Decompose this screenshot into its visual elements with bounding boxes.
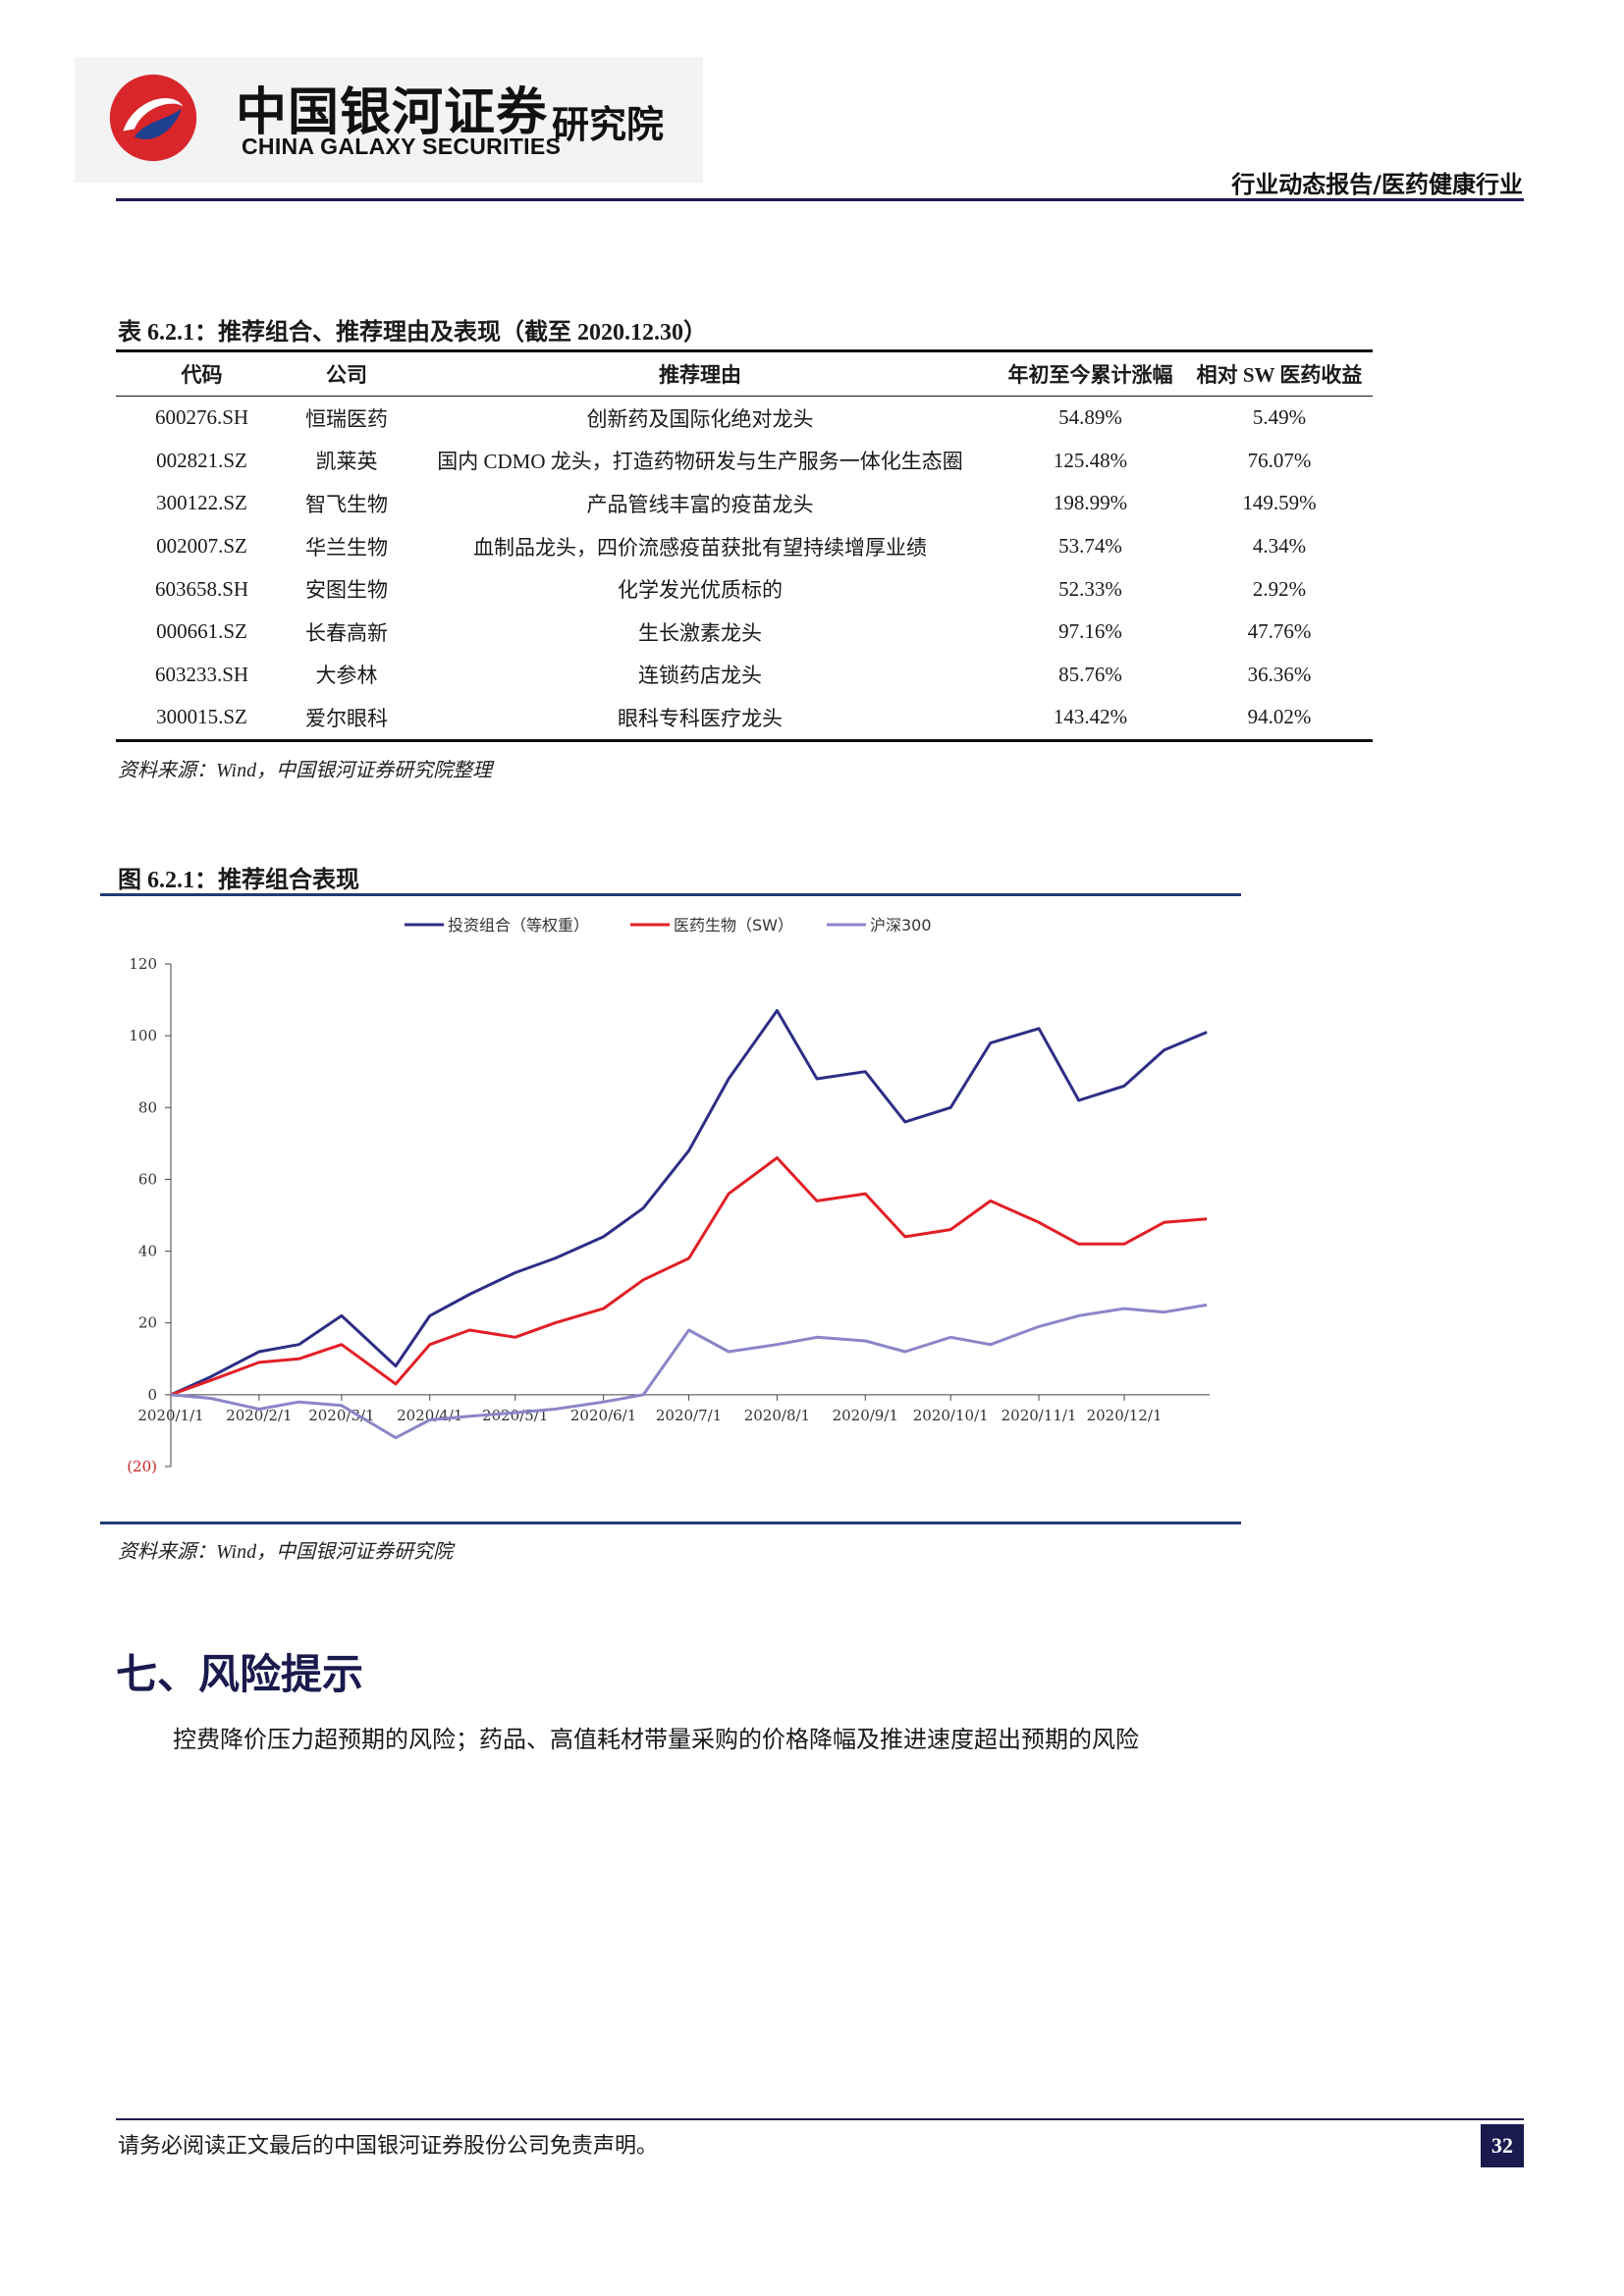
y-tick-label: 120: [129, 955, 157, 973]
cell-company: 华兰生物: [305, 535, 388, 560]
cell-company: 恒瑞医药: [305, 406, 388, 431]
cell-company: 大参林: [315, 664, 378, 688]
legend-label: 投资组合（等权重）: [448, 916, 589, 934]
cell-reason: 生长激素龙头: [638, 620, 762, 645]
y-tick-label: 40: [138, 1243, 157, 1260]
cell-code: 002007.SZ: [156, 534, 247, 559]
series-line-2: [170, 1156, 1208, 1397]
cell-reason: 眼科专科医疗龙头: [406, 696, 995, 742]
column-header: 推荐理由: [406, 349, 995, 397]
column-header: 年初至今累计涨幅: [995, 349, 1186, 397]
cell-reason: 国内 CDMO 龙头，打造药物研发与生产服务一体化生态圈: [437, 450, 963, 474]
cell-code: 002821.SZ: [156, 448, 247, 472]
y-tick-label: 0: [147, 1386, 157, 1404]
cell-code: 300122.SZ: [156, 491, 247, 515]
x-tick-label: 2020/9/1: [833, 1407, 898, 1424]
cell-relative-return: 36.36%: [1247, 662, 1312, 686]
cell-ytd-return: 52.33%: [1058, 576, 1122, 601]
column-header: 公司: [288, 349, 406, 397]
cell-company: 安图生物: [305, 578, 388, 603]
cell-reason: 连锁药店龙头: [638, 664, 762, 688]
cell-code: 603233.SH: [154, 662, 249, 686]
cell-reason: 化学发光优质标的: [618, 578, 783, 603]
y-tick-label: 60: [138, 1170, 157, 1188]
cell-reason: 创新药及国际化绝对龙头: [586, 406, 814, 431]
table-row: 300015.SZ 爱尔眼科 眼科专科医疗龙头 143.42% 94.02%: [116, 696, 1373, 742]
series-line-1: [170, 1009, 1208, 1397]
report-type: 行业动态报告/医药健康行业: [1231, 171, 1523, 198]
table-row: 603233.SH 大参林 连锁药店龙头 85.76% 36.36%: [116, 654, 1373, 697]
header-divider: [116, 198, 1524, 201]
x-tick-label: 2020/3/1: [308, 1407, 374, 1424]
cell-company: 智飞生物: [305, 492, 388, 516]
brand-name-en: CHINA GALAXY SECURITIES: [242, 133, 562, 159]
y-tick-label: 100: [129, 1027, 157, 1044]
table-row: 600276.SH 恒瑞医药 创新药及国际化绝对龙头 54.89% 5.49%: [116, 397, 1373, 440]
table-header-row: 代码 公司 推荐理由 年初至今累计涨幅 相对 SW 医药收益: [116, 349, 1373, 397]
footer-disclaimer: 请务必阅读正文最后的中国银河证券股份公司免责声明。: [118, 2134, 659, 2159]
table-title: 表 6.2.1：推荐组合、推荐理由及表现（截至 2020.12.30）: [118, 320, 707, 346]
y-tick-label: 20: [138, 1314, 157, 1332]
footer-divider: [116, 2118, 1524, 2120]
x-tick-label: 2020/1/1: [137, 1407, 203, 1424]
brand-name-cn: 中国银河证券: [236, 83, 549, 142]
cell-relative-return: 4.34%: [1252, 534, 1307, 559]
table-source-note: 资料来源：Wind，中国银河证券研究院整理: [118, 760, 493, 781]
x-tick-label: 2020/6/1: [570, 1407, 636, 1424]
cell-code: 600276.SH: [154, 405, 249, 430]
table-row: 000661.SZ 长春高新 生长激素龙头 97.16% 47.76%: [116, 611, 1373, 654]
cell-relative-return: 149.59%: [1242, 491, 1317, 515]
cell-ytd-return: 97.16%: [1058, 619, 1122, 644]
x-tick-label: 2020/11/1: [1001, 1407, 1077, 1424]
performance-line-chart: (20) 0 20 40 60 80 100 120 2020/1/1 2020/2/1 2020/…: [127, 916, 1210, 1475]
cell-relative-return: 47.76%: [1247, 619, 1312, 644]
galaxy-logo-icon: [109, 74, 197, 162]
cell-code: 603658.SH: [154, 576, 249, 601]
table-row: 002821.SZ 凯莱英 国内 CDMO 龙头，打造药物研发与生产服务一体化生态圈…: [116, 440, 1373, 483]
cell-ytd-return: 53.74%: [1058, 534, 1122, 559]
cell-code: 300015.SZ: [116, 696, 288, 742]
x-tick-label: 2020/12/1: [1087, 1407, 1163, 1424]
cell-relative-return: 76.07%: [1247, 448, 1312, 472]
legend-label: 医药生物（SW）: [674, 916, 793, 934]
cell-ytd-return: 125.48%: [1053, 448, 1128, 472]
cell-company: 长春高新: [305, 620, 388, 645]
column-header: 相对 SW 医药收益: [1186, 349, 1373, 397]
x-tick-label: 2020/7/1: [656, 1407, 722, 1424]
page-number: 32: [1481, 2124, 1524, 2167]
y-tick-label: (20): [127, 1458, 157, 1475]
chart-top-rule: [100, 893, 1241, 896]
table-row: 300122.SZ 智飞生物 产品管线丰富的疫苗龙头 198.99% 149.59%: [116, 482, 1373, 525]
cell-reason: 产品管线丰富的疫苗龙头: [586, 492, 814, 516]
risk-paragraph: 控费降价压力超预期的风险；药品、高值耗材带量采购的价格降幅及推进速度超出预期的风…: [173, 1726, 1139, 1753]
cell-reason: 血制品龙头，四价流感疫苗获批有望持续增厚业绩: [473, 535, 927, 560]
institute-label: 研究院: [552, 103, 665, 146]
legend-label: 沪深300: [870, 916, 932, 934]
cell-ytd-return: 143.42%: [995, 696, 1186, 742]
cell-relative-return: 94.02%: [1186, 696, 1373, 742]
series-line-3: [170, 1303, 1208, 1440]
chart-title: 图 6.2.1：推荐组合表现: [118, 868, 359, 893]
cell-company: 凯莱英: [315, 450, 378, 474]
chart-bottom-rule: [100, 1522, 1241, 1524]
x-tick-label: 2020/8/1: [744, 1407, 810, 1424]
column-header: 代码: [116, 349, 288, 397]
y-tick-label: 80: [138, 1098, 157, 1116]
table-row: 603658.SH 安图生物 化学发光优质标的 52.33% 2.92%: [116, 567, 1373, 611]
cell-code: 000661.SZ: [156, 619, 247, 644]
recommendation-table: 代码 公司 推荐理由 年初至今累计涨幅 相对 SW 医药收益 600276.SH…: [116, 349, 1373, 742]
chart-source-note: 资料来源：Wind，中国银河证券研究院: [118, 1541, 454, 1563]
cell-ytd-return: 54.89%: [1058, 405, 1122, 430]
table-row: 002007.SZ 华兰生物 血制品龙头，四价流感疫苗获批有望持续增厚业绩 53.74…: [116, 525, 1373, 568]
section-heading: 七、风险提示: [116, 1650, 364, 1698]
x-tick-label: 2020/10/1: [913, 1407, 989, 1424]
cell-company: 爱尔眼科: [288, 696, 406, 742]
cell-ytd-return: 198.99%: [1053, 491, 1128, 515]
cell-ytd-return: 85.76%: [1058, 662, 1122, 686]
x-tick-label: 2020/2/1: [226, 1407, 292, 1424]
cell-relative-return: 2.92%: [1252, 576, 1307, 601]
cell-relative-return: 5.49%: [1252, 405, 1307, 430]
